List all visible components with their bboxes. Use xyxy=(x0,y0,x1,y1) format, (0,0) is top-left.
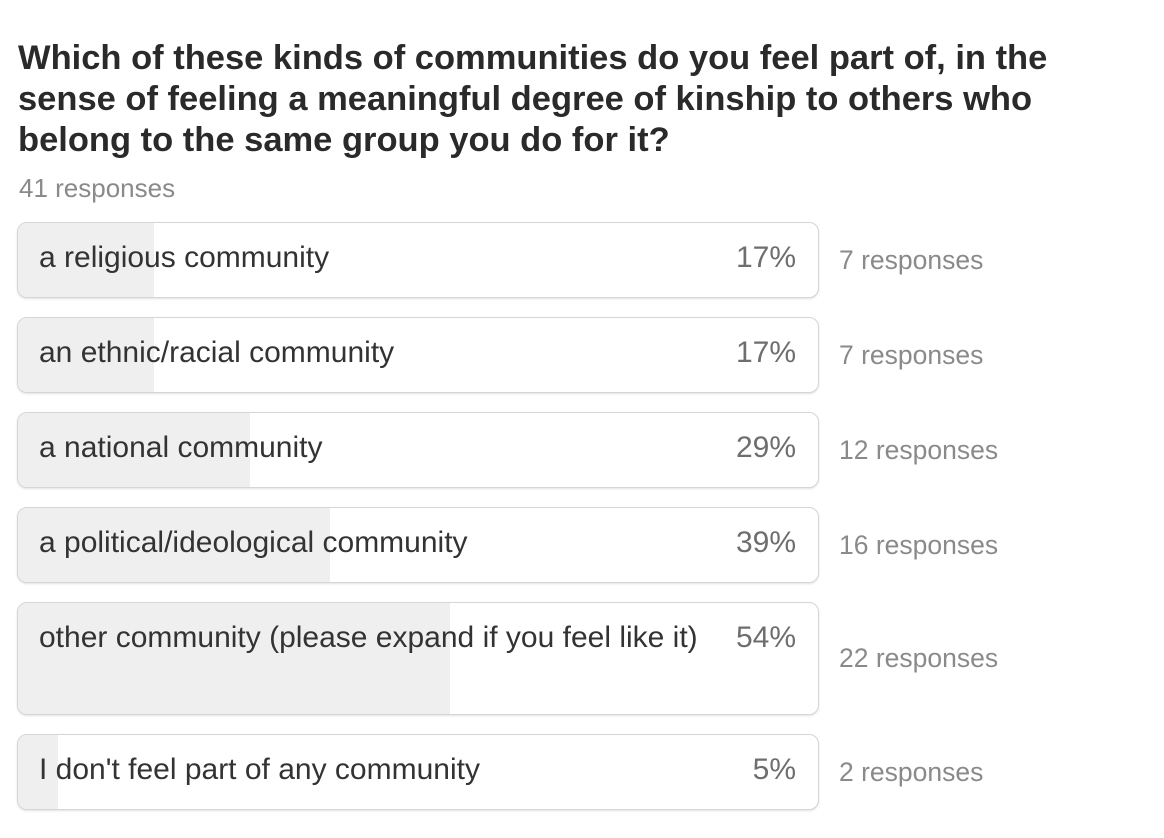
result-bar-fill xyxy=(18,413,250,487)
poll-options-list: a religious community 17% 7 responses an… xyxy=(17,222,1157,829)
poll-option-ethnic-racial[interactable]: an ethnic/racial community 17% xyxy=(17,317,819,393)
option-percentage: 17% xyxy=(735,241,796,274)
option-label: an ethnic/racial community xyxy=(39,336,395,369)
option-label: other community (please expand if you fe… xyxy=(39,621,698,654)
poll-option-political-ideological[interactable]: a political/ideological community 39% xyxy=(17,507,819,583)
option-label: a political/ideological community xyxy=(39,526,468,559)
option-percentage: 5% xyxy=(752,753,796,786)
option-response-count: 7 responses xyxy=(839,244,984,275)
result-bar-fill xyxy=(18,223,154,297)
total-response-count: 41 responses xyxy=(19,173,176,203)
option-response-count: 16 responses xyxy=(839,529,999,560)
result-bar-fill xyxy=(18,603,450,714)
poll-option-row: I don't feel part of any community 5% 2 … xyxy=(17,734,1157,810)
poll-option-row: an ethnic/racial community 17% 7 respons… xyxy=(17,317,1157,393)
result-bar-fill xyxy=(18,735,58,809)
poll-option-none[interactable]: I don't feel part of any community 5% xyxy=(17,734,819,810)
option-percentage: 17% xyxy=(735,336,796,369)
poll-option-other[interactable]: other community (please expand if you fe… xyxy=(17,602,819,715)
poll-option-row: a political/ideological community 39% 16… xyxy=(17,507,1157,583)
option-response-count: 12 responses xyxy=(839,434,999,465)
option-label: I don't feel part of any community xyxy=(39,753,480,786)
poll-option-row: a national community 29% 12 responses xyxy=(17,412,1157,488)
poll-option-row: other community (please expand if you fe… xyxy=(17,602,1157,715)
option-response-count: 22 responses xyxy=(839,643,999,673)
result-bar-fill xyxy=(18,508,330,582)
option-response-count: 7 responses xyxy=(839,339,984,370)
poll-option-row: a religious community 17% 7 responses xyxy=(17,222,1157,298)
option-response-count: 2 responses xyxy=(839,756,984,787)
poll-option-religious[interactable]: a religious community 17% xyxy=(17,222,819,298)
option-label: a national community xyxy=(39,431,323,464)
result-bar-fill xyxy=(18,318,154,392)
poll-option-national[interactable]: a national community 29% xyxy=(17,412,819,488)
poll-question: Which of these kinds of communities do y… xyxy=(18,39,1048,159)
option-percentage: 54% xyxy=(735,621,796,654)
option-percentage: 29% xyxy=(735,431,796,464)
option-percentage: 39% xyxy=(735,526,796,559)
option-label: a religious community xyxy=(39,241,330,274)
